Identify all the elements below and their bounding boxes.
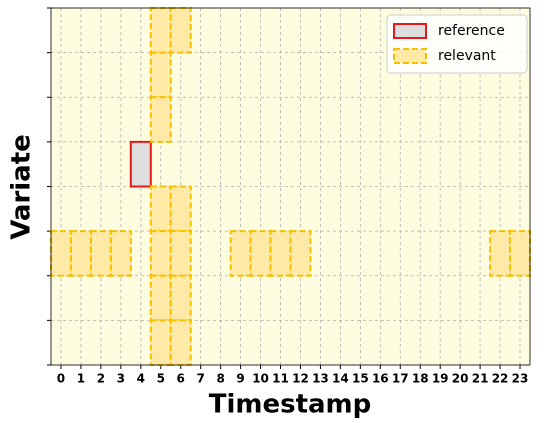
cell <box>129 140 152 188</box>
x-tick-label: 12 <box>292 372 309 386</box>
cell <box>149 319 172 366</box>
x-tick-label: 4 <box>137 372 145 386</box>
cell <box>149 51 172 99</box>
cell <box>169 7 192 54</box>
x-tick-label: 2 <box>97 372 105 386</box>
cell <box>109 230 132 277</box>
cell <box>169 274 192 322</box>
x-tick-label: 18 <box>412 372 429 386</box>
x-tick-label: 0 <box>57 372 65 386</box>
plot-frame <box>50 7 531 366</box>
legend-swatch <box>393 48 427 64</box>
x-tick-label: 16 <box>372 372 389 386</box>
x-tick-label: 20 <box>452 372 469 386</box>
x-tick-label: 19 <box>432 372 449 386</box>
cell <box>89 230 112 277</box>
cell <box>149 96 172 143</box>
cell <box>249 230 272 277</box>
legend-label: relevant <box>438 48 496 64</box>
x-tick-label: 14 <box>332 372 349 386</box>
cell <box>269 230 292 277</box>
y-axis-title: Variate <box>7 134 37 240</box>
x-tick-label: 5 <box>157 372 165 386</box>
x-tick-label: 17 <box>392 372 409 386</box>
x-tick-label: 13 <box>312 372 329 386</box>
cell <box>149 185 172 233</box>
legend-label: reference <box>438 23 505 39</box>
cell <box>169 185 192 233</box>
x-tick-label: 6 <box>177 372 185 386</box>
x-tick-label: 3 <box>117 372 125 386</box>
cell <box>149 274 172 322</box>
x-tick-label: 7 <box>197 372 205 386</box>
x-tick-label: 11 <box>272 372 289 386</box>
legend-swatch <box>393 23 427 39</box>
cell <box>489 230 512 277</box>
x-axis-title: Timestamp <box>209 390 372 420</box>
cell <box>229 230 252 277</box>
x-tick-label: 10 <box>252 372 269 386</box>
cell <box>509 230 531 277</box>
cell <box>169 230 192 277</box>
cell <box>50 230 72 277</box>
x-tick-label: 21 <box>472 372 489 386</box>
x-tick-label: 15 <box>352 372 369 386</box>
x-tick-label: 22 <box>492 372 509 386</box>
x-tick-label: 23 <box>512 372 529 386</box>
x-tick-label: 9 <box>236 372 244 386</box>
cell <box>69 230 92 277</box>
x-tick-label: 1 <box>77 372 85 386</box>
x-tick-label: 8 <box>216 372 224 386</box>
cell <box>149 230 172 277</box>
cell <box>289 230 312 277</box>
cell <box>149 7 172 54</box>
cell <box>169 319 192 366</box>
